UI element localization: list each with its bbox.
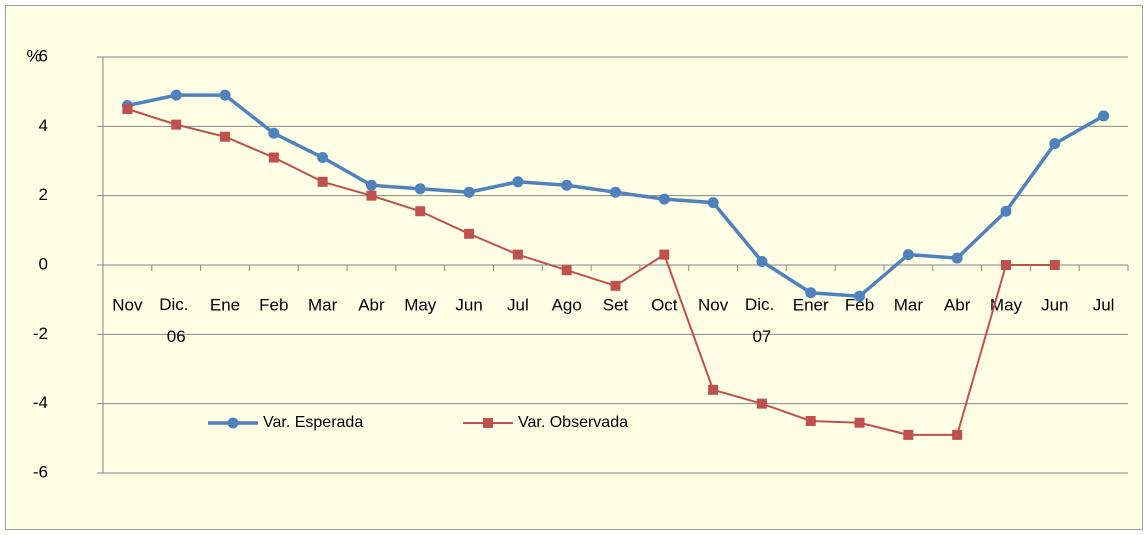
x-tick-label: Ago [552,295,582,314]
y-tick-label: -2 [33,324,48,343]
data-point [464,228,475,239]
x-tick-label: May [990,295,1023,314]
data-point [561,179,573,191]
data-point [1098,110,1110,122]
data-point [903,429,914,440]
data-point [219,89,231,101]
data-point [317,176,328,187]
data-point [756,398,767,409]
data-point [1000,205,1012,217]
x-tick-label: Nov [112,295,143,314]
series-line [127,108,1055,436]
data-point [951,252,963,264]
x-tick-label: Jun [1041,295,1068,314]
data-point [708,384,719,395]
x-tick-label: Mar [894,295,924,314]
data-point [268,152,279,163]
x-tick-label: Dic. 07 [745,295,779,346]
data-point [317,152,329,164]
y-tick-label: 6 [39,46,48,65]
data-point [463,186,475,198]
legend-label: Var. Esperada [263,414,363,431]
legend-label: Var. Observada [518,414,628,431]
x-tick-label: Ene [210,295,240,314]
x-tick-label: Feb [259,295,288,314]
data-point [122,104,133,114]
data-point [268,127,280,139]
x-tick-label: Oct [651,295,678,314]
data-point [658,193,670,205]
y-tick-label: 2 [39,185,48,204]
data-point [659,249,670,260]
data-point [854,417,865,428]
x-tick-label: Jun [455,295,482,314]
x-tick-label: Jul [507,295,529,314]
data-point [365,179,377,191]
x-tick-label: Mar [308,295,338,314]
data-point [414,183,426,195]
legend-marker [227,417,239,429]
data-point [512,176,524,188]
data-point [561,265,572,276]
data-point [512,249,523,260]
x-tick-label: Feb [845,295,874,314]
x-tick-label: Ener [793,295,829,314]
data-point [610,186,621,198]
data-point [952,429,963,440]
data-point [1049,138,1061,150]
y-tick-label: -4 [33,393,48,412]
data-point [171,119,182,130]
data-point [366,190,377,201]
data-point [1000,260,1011,270]
y-tick-label: 0 [39,254,48,273]
x-tick-label: Dic. 06 [159,295,193,346]
data-point [805,287,817,299]
x-tick-label: Abr [944,295,971,314]
data-point [1049,260,1060,270]
data-point [805,416,816,426]
chart-background [5,5,1143,530]
x-tick-label: Set [603,295,629,314]
y-axis-label: % [26,46,41,65]
y-tick-label: -6 [33,462,48,481]
data-point [170,89,182,101]
data-point [610,280,621,291]
x-tick-label: May [404,295,437,314]
data-point [415,206,426,217]
x-tick-label: Nov [698,295,729,314]
y-tick-label: 4 [39,116,48,135]
legend-marker [483,418,493,428]
x-tick-label: Jul [1093,295,1115,314]
data-point [707,197,719,209]
data-point [854,290,866,302]
data-point [902,249,914,261]
data-point [220,131,231,142]
x-tick-label: Abr [358,295,385,314]
data-point [756,256,768,268]
